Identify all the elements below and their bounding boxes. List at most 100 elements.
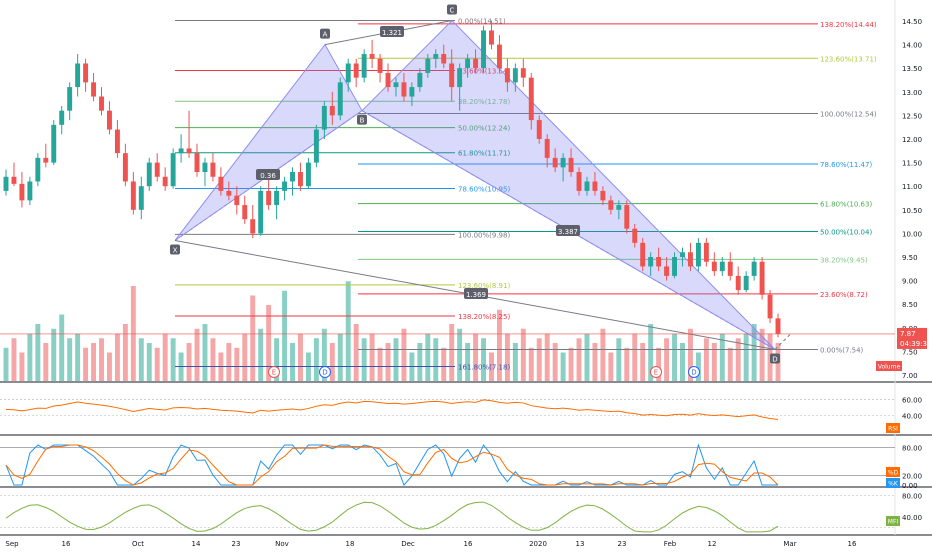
candle-body bbox=[266, 190, 272, 206]
volume-bar bbox=[687, 328, 693, 381]
volume-bar bbox=[393, 338, 399, 381]
ratio-label: 3.387 bbox=[558, 228, 578, 236]
fib-retracement-label: 50.00%(12.24) bbox=[458, 125, 510, 133]
stoch-k-tag-label: %K bbox=[888, 481, 899, 488]
candle-body bbox=[91, 82, 97, 97]
volume-bar bbox=[313, 338, 319, 381]
candle-body bbox=[226, 190, 232, 196]
candle-body bbox=[114, 129, 120, 154]
event-marker[interactable] bbox=[688, 366, 700, 378]
candle-body bbox=[584, 181, 590, 191]
volume-bar bbox=[592, 343, 598, 381]
volume-bar bbox=[735, 338, 741, 381]
candle-body bbox=[393, 82, 399, 88]
volume-bar bbox=[99, 338, 104, 381]
pattern-point-badge bbox=[170, 244, 180, 255]
fib-retracement-label: 23.60%(13.54) bbox=[458, 68, 510, 76]
candle-body bbox=[122, 153, 128, 182]
candle-body bbox=[600, 190, 606, 201]
volume-bar bbox=[600, 328, 606, 381]
volume-bar bbox=[504, 333, 510, 381]
price-tick-label: 12.50 bbox=[902, 112, 922, 120]
volume-bar bbox=[441, 347, 447, 381]
candle-body bbox=[441, 54, 447, 64]
candle-body bbox=[743, 275, 749, 291]
volume-bar bbox=[576, 338, 582, 381]
pattern-point-label: X bbox=[173, 246, 178, 254]
candle-body bbox=[337, 82, 343, 116]
candle-body bbox=[695, 242, 701, 267]
candle-body bbox=[735, 275, 741, 291]
event-marker[interactable] bbox=[268, 366, 280, 378]
event-marker[interactable] bbox=[650, 366, 662, 378]
volume-bar bbox=[114, 333, 120, 381]
volume-bar bbox=[83, 347, 89, 381]
volume-bar bbox=[640, 343, 646, 381]
candle-body bbox=[51, 124, 57, 163]
candle-body bbox=[433, 54, 439, 59]
candle-body bbox=[282, 181, 288, 191]
candle-body bbox=[449, 63, 455, 88]
candle-body bbox=[568, 157, 574, 173]
rsi-tag-label: RSI bbox=[888, 426, 898, 433]
candle-body bbox=[401, 82, 407, 97]
candle-body bbox=[59, 110, 65, 125]
event-marker-label: D bbox=[691, 369, 696, 377]
candle-body bbox=[361, 54, 367, 78]
volume-bar bbox=[520, 328, 526, 381]
volume-bar bbox=[19, 352, 25, 381]
fib-retracement-label: 0.00%(14.51) bbox=[458, 18, 506, 26]
candle-body bbox=[146, 162, 152, 187]
candle-body bbox=[178, 148, 184, 154]
volume-bar bbox=[258, 328, 264, 381]
volume-bar bbox=[51, 328, 57, 381]
event-marker[interactable] bbox=[319, 366, 331, 378]
candle-body bbox=[99, 96, 104, 111]
candle-body bbox=[313, 129, 319, 163]
current-price-tag bbox=[897, 327, 927, 349]
fib-retracement-label: 38.20%(12.78) bbox=[458, 98, 510, 106]
ratio-badge bbox=[464, 288, 488, 299]
harmonic-dashed-xb bbox=[174, 110, 363, 241]
candle-body bbox=[616, 205, 622, 210]
pattern-point-label: B bbox=[360, 117, 365, 125]
volume-bar bbox=[608, 352, 614, 381]
volume-bar bbox=[337, 333, 343, 381]
time-tick-label: Feb bbox=[664, 540, 677, 548]
candle-body bbox=[504, 68, 510, 83]
pattern-point-badge bbox=[320, 28, 330, 39]
volume-bar bbox=[234, 347, 240, 381]
candle-body bbox=[290, 172, 295, 182]
candle-body bbox=[457, 68, 463, 88]
volume-bar bbox=[154, 347, 160, 381]
time-tick-label: 16 bbox=[848, 540, 857, 548]
volume-bar bbox=[648, 324, 654, 381]
fib-extension-label: 38.20%(9.45) bbox=[820, 256, 868, 264]
candle-body bbox=[727, 261, 733, 276]
volume-bar bbox=[194, 328, 200, 381]
candle-body bbox=[35, 157, 41, 182]
candle-body bbox=[154, 162, 160, 177]
fib-retracement-label: 61.80%(11.71) bbox=[458, 150, 510, 158]
candle-body bbox=[489, 30, 494, 45]
volume-bar bbox=[369, 333, 375, 381]
candle-body bbox=[680, 252, 685, 257]
volume-bar bbox=[345, 281, 351, 381]
volume-bar bbox=[75, 333, 81, 381]
ratio-badge bbox=[256, 169, 280, 180]
volume-bar bbox=[11, 338, 17, 381]
candle-body bbox=[202, 162, 208, 173]
candle-body bbox=[711, 261, 717, 272]
stoch-d-line bbox=[5, 444, 779, 486]
candle-body bbox=[27, 181, 33, 201]
time-tick-label: 16 bbox=[464, 540, 473, 548]
volume-bar bbox=[664, 338, 670, 381]
pattern-point-badge bbox=[447, 4, 457, 15]
volume-bar bbox=[695, 352, 701, 381]
price-tick-label: 14.50 bbox=[902, 18, 922, 26]
candle-body bbox=[106, 110, 112, 130]
candle-body bbox=[3, 176, 9, 191]
volume-bar bbox=[162, 333, 168, 381]
